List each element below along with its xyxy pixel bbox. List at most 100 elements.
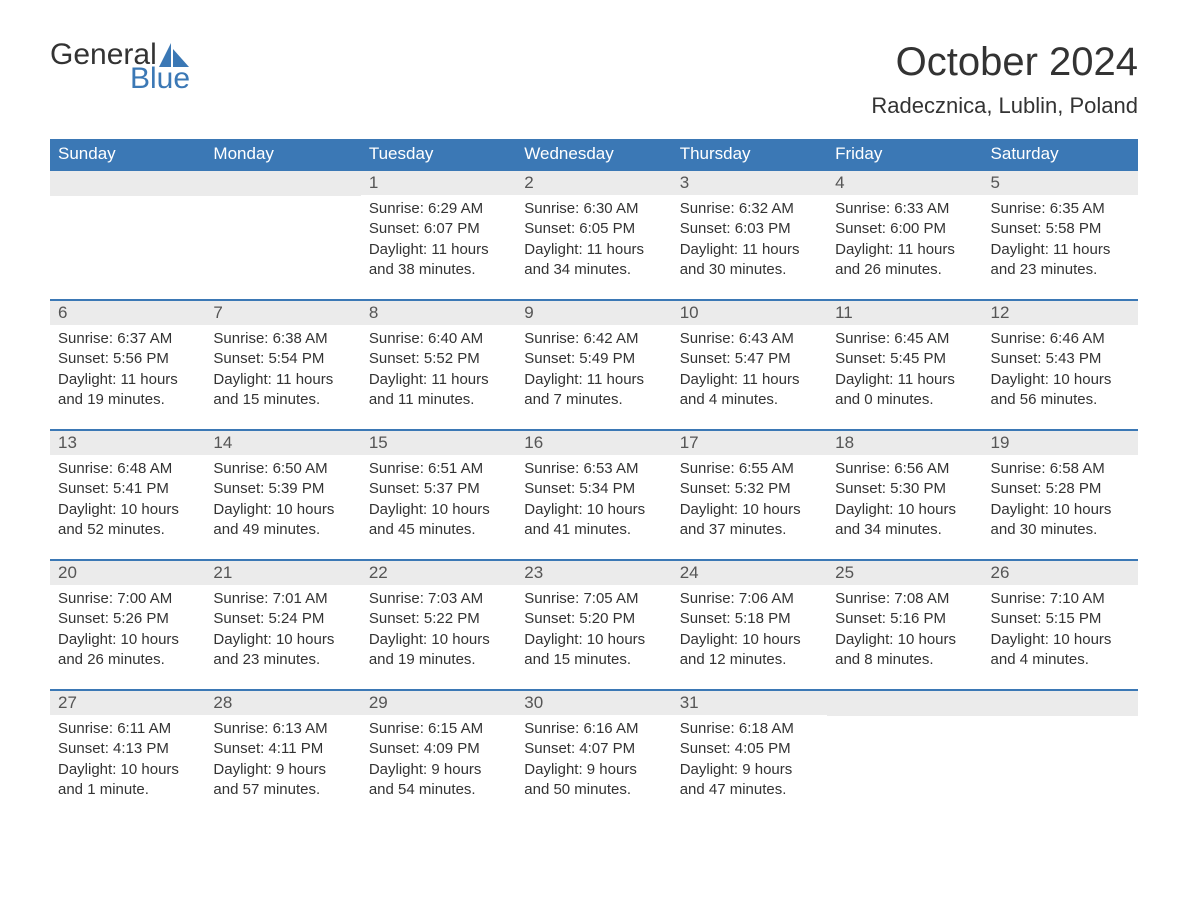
weekday-header: Wednesday (516, 139, 671, 169)
day-body: Sunrise: 6:48 AMSunset: 5:41 PMDaylight:… (50, 455, 205, 544)
day-daylight2: and 19 minutes. (58, 390, 197, 410)
day-number: 8 (361, 301, 516, 325)
day-cell: 27Sunrise: 6:11 AMSunset: 4:13 PMDayligh… (50, 691, 205, 819)
day-cell (827, 691, 982, 819)
day-daylight1: Daylight: 11 hours (369, 370, 508, 390)
empty-day-number (50, 171, 205, 196)
day-daylight2: and 56 minutes. (991, 390, 1130, 410)
day-cell (205, 171, 360, 299)
day-number: 5 (983, 171, 1138, 195)
day-sunrise: Sunrise: 6:33 AM (835, 199, 974, 219)
day-daylight2: and 23 minutes. (213, 650, 352, 670)
day-sunrise: Sunrise: 6:53 AM (524, 459, 663, 479)
day-cell: 7Sunrise: 6:38 AMSunset: 5:54 PMDaylight… (205, 301, 360, 429)
day-cell: 13Sunrise: 6:48 AMSunset: 5:41 PMDayligh… (50, 431, 205, 559)
week-row: 27Sunrise: 6:11 AMSunset: 4:13 PMDayligh… (50, 689, 1138, 819)
day-number: 11 (827, 301, 982, 325)
day-body: Sunrise: 7:05 AMSunset: 5:20 PMDaylight:… (516, 585, 671, 674)
day-sunrise: Sunrise: 7:01 AM (213, 589, 352, 609)
day-sunrise: Sunrise: 6:58 AM (991, 459, 1130, 479)
day-daylight2: and 45 minutes. (369, 520, 508, 540)
day-sunrise: Sunrise: 6:40 AM (369, 329, 508, 349)
day-cell: 18Sunrise: 6:56 AMSunset: 5:30 PMDayligh… (827, 431, 982, 559)
day-daylight2: and 34 minutes. (524, 260, 663, 280)
day-sunset: Sunset: 5:15 PM (991, 609, 1130, 629)
day-sunset: Sunset: 5:20 PM (524, 609, 663, 629)
day-sunrise: Sunrise: 6:55 AM (680, 459, 819, 479)
day-body: Sunrise: 6:51 AMSunset: 5:37 PMDaylight:… (361, 455, 516, 544)
day-body: Sunrise: 6:43 AMSunset: 5:47 PMDaylight:… (672, 325, 827, 414)
day-sunrise: Sunrise: 6:15 AM (369, 719, 508, 739)
day-sunset: Sunset: 5:28 PM (991, 479, 1130, 499)
weekday-header: Sunday (50, 139, 205, 169)
day-number: 22 (361, 561, 516, 585)
day-daylight1: Daylight: 11 hours (991, 240, 1130, 260)
day-sunset: Sunset: 5:34 PM (524, 479, 663, 499)
day-cell: 2Sunrise: 6:30 AMSunset: 6:05 PMDaylight… (516, 171, 671, 299)
day-cell: 17Sunrise: 6:55 AMSunset: 5:32 PMDayligh… (672, 431, 827, 559)
day-body: Sunrise: 6:53 AMSunset: 5:34 PMDaylight:… (516, 455, 671, 544)
day-number: 27 (50, 691, 205, 715)
day-sunrise: Sunrise: 6:51 AM (369, 459, 508, 479)
day-daylight2: and 15 minutes. (213, 390, 352, 410)
day-daylight1: Daylight: 11 hours (680, 370, 819, 390)
day-sunrise: Sunrise: 6:32 AM (680, 199, 819, 219)
day-sunrise: Sunrise: 6:45 AM (835, 329, 974, 349)
day-body: Sunrise: 7:01 AMSunset: 5:24 PMDaylight:… (205, 585, 360, 674)
day-sunset: Sunset: 5:52 PM (369, 349, 508, 369)
day-sunrise: Sunrise: 6:50 AM (213, 459, 352, 479)
day-sunrise: Sunrise: 6:46 AM (991, 329, 1130, 349)
weekday-header: Tuesday (361, 139, 516, 169)
day-daylight2: and 1 minute. (58, 780, 197, 800)
day-sunset: Sunset: 5:49 PM (524, 349, 663, 369)
day-body: Sunrise: 6:37 AMSunset: 5:56 PMDaylight:… (50, 325, 205, 414)
day-sunrise: Sunrise: 6:11 AM (58, 719, 197, 739)
day-sunrise: Sunrise: 6:35 AM (991, 199, 1130, 219)
day-daylight1: Daylight: 10 hours (369, 630, 508, 650)
day-sunset: Sunset: 4:05 PM (680, 739, 819, 759)
empty-day-number (205, 171, 360, 196)
day-number: 10 (672, 301, 827, 325)
day-daylight2: and 57 minutes. (213, 780, 352, 800)
day-cell: 11Sunrise: 6:45 AMSunset: 5:45 PMDayligh… (827, 301, 982, 429)
day-number: 1 (361, 171, 516, 195)
weekday-header: Saturday (983, 139, 1138, 169)
day-sunrise: Sunrise: 6:38 AM (213, 329, 352, 349)
day-body: Sunrise: 6:56 AMSunset: 5:30 PMDaylight:… (827, 455, 982, 544)
page-header: General Blue October 2024 Radecznica, Lu… (50, 40, 1138, 119)
weekday-header: Friday (827, 139, 982, 169)
day-body: Sunrise: 6:32 AMSunset: 6:03 PMDaylight:… (672, 195, 827, 284)
weekday-header: Monday (205, 139, 360, 169)
day-daylight1: Daylight: 10 hours (991, 630, 1130, 650)
day-sunset: Sunset: 5:18 PM (680, 609, 819, 629)
day-daylight1: Daylight: 9 hours (524, 760, 663, 780)
day-body: Sunrise: 6:45 AMSunset: 5:45 PMDaylight:… (827, 325, 982, 414)
day-daylight1: Daylight: 10 hours (213, 500, 352, 520)
day-daylight2: and 8 minutes. (835, 650, 974, 670)
day-sunrise: Sunrise: 6:30 AM (524, 199, 663, 219)
day-daylight2: and 47 minutes. (680, 780, 819, 800)
day-sunset: Sunset: 5:16 PM (835, 609, 974, 629)
day-cell: 19Sunrise: 6:58 AMSunset: 5:28 PMDayligh… (983, 431, 1138, 559)
day-body: Sunrise: 6:58 AMSunset: 5:28 PMDaylight:… (983, 455, 1138, 544)
day-cell: 31Sunrise: 6:18 AMSunset: 4:05 PMDayligh… (672, 691, 827, 819)
day-body: Sunrise: 7:03 AMSunset: 5:22 PMDaylight:… (361, 585, 516, 674)
day-body: Sunrise: 6:13 AMSunset: 4:11 PMDaylight:… (205, 715, 360, 804)
day-cell: 29Sunrise: 6:15 AMSunset: 4:09 PMDayligh… (361, 691, 516, 819)
day-daylight1: Daylight: 10 hours (58, 630, 197, 650)
day-daylight2: and 23 minutes. (991, 260, 1130, 280)
day-sunrise: Sunrise: 7:08 AM (835, 589, 974, 609)
day-sunset: Sunset: 5:30 PM (835, 479, 974, 499)
day-number: 4 (827, 171, 982, 195)
day-daylight2: and 30 minutes. (991, 520, 1130, 540)
day-sunrise: Sunrise: 7:05 AM (524, 589, 663, 609)
day-number: 30 (516, 691, 671, 715)
day-number: 7 (205, 301, 360, 325)
day-daylight1: Daylight: 9 hours (213, 760, 352, 780)
day-daylight2: and 19 minutes. (369, 650, 508, 670)
day-cell: 22Sunrise: 7:03 AMSunset: 5:22 PMDayligh… (361, 561, 516, 689)
week-row: 6Sunrise: 6:37 AMSunset: 5:56 PMDaylight… (50, 299, 1138, 429)
day-cell: 9Sunrise: 6:42 AMSunset: 5:49 PMDaylight… (516, 301, 671, 429)
day-daylight2: and 30 minutes. (680, 260, 819, 280)
day-number: 17 (672, 431, 827, 455)
